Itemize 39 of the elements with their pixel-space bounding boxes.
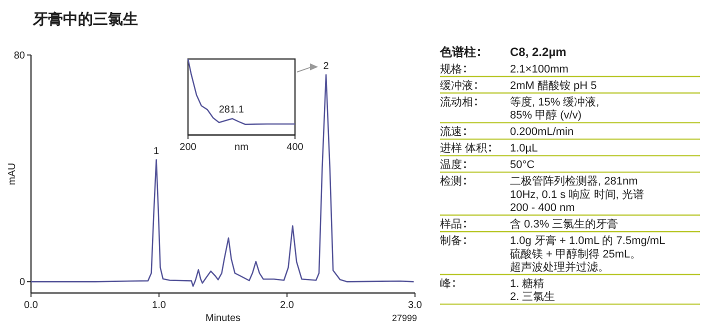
text: 1.0µL <box>510 142 538 155</box>
category-label: 规格 <box>440 64 462 76</box>
x-axis-title: Minutes <box>205 313 241 324</box>
text: 二极管阵列检测器, 281nm 10Hz, 0.1 s 响应 时间, 光谱 200 - 400 nm <box>510 174 644 214</box>
x-axis-title: nm <box>234 142 248 153</box>
category-label: 缓冲液 <box>440 79 473 92</box>
text: 含 0.3% 三氯生的牙膏 <box>510 218 618 231</box>
line-series <box>30 74 414 287</box>
x-tick-label: 2.0 <box>280 300 294 311</box>
x-tick-label: 3.0 <box>408 300 422 311</box>
annotation: 1 <box>154 146 160 157</box>
annotation: 2 <box>323 60 330 72</box>
category-label: 进样 体积 <box>440 142 488 155</box>
category-label: 样品 <box>440 218 462 231</box>
text: 27999 <box>392 313 417 323</box>
text: 1.0g 牙膏 + 1.0mL 的 7.5mg/mL 硫酸镁 + 甲醇制得 25mL。超声波处理并过滤。 <box>510 235 666 274</box>
chart-title: 牙膏中的三氯生 <box>32 11 138 28</box>
text: 2.1×100mm <box>510 64 568 76</box>
annotation: 281.1 <box>218 104 244 116</box>
category-label: 色谱柱 <box>439 45 476 59</box>
category-label: 流动相 <box>440 96 473 108</box>
y-axis-title: mAU <box>7 162 18 186</box>
y-tick-label: 80 <box>14 50 26 62</box>
category-label: 峰 <box>440 278 451 290</box>
category-label: 流速 <box>440 125 462 138</box>
text: 等度, 15% 缓冲液, 85% 甲醇 (v/v) <box>510 96 600 122</box>
x-tick-label: 1.0 <box>152 300 166 311</box>
x-tick-label: 200 <box>180 142 197 153</box>
y-tick-label: 0 <box>19 277 26 288</box>
category-label: 检测 <box>440 176 462 188</box>
text: C8, 2.2µm <box>510 45 566 59</box>
text: 1. 糖精 2. 三氯生 <box>510 277 556 304</box>
category-label: 温度 <box>440 158 462 172</box>
text: 2mM 醋酸铵 pH 5 <box>510 80 597 92</box>
x-tick-label: 0.0 <box>24 300 38 311</box>
x-tick-label: 400 <box>286 142 304 153</box>
text: 0.200mL/min <box>510 126 574 138</box>
category-label: 制备 <box>440 234 462 248</box>
text: 50°C <box>510 159 535 172</box>
